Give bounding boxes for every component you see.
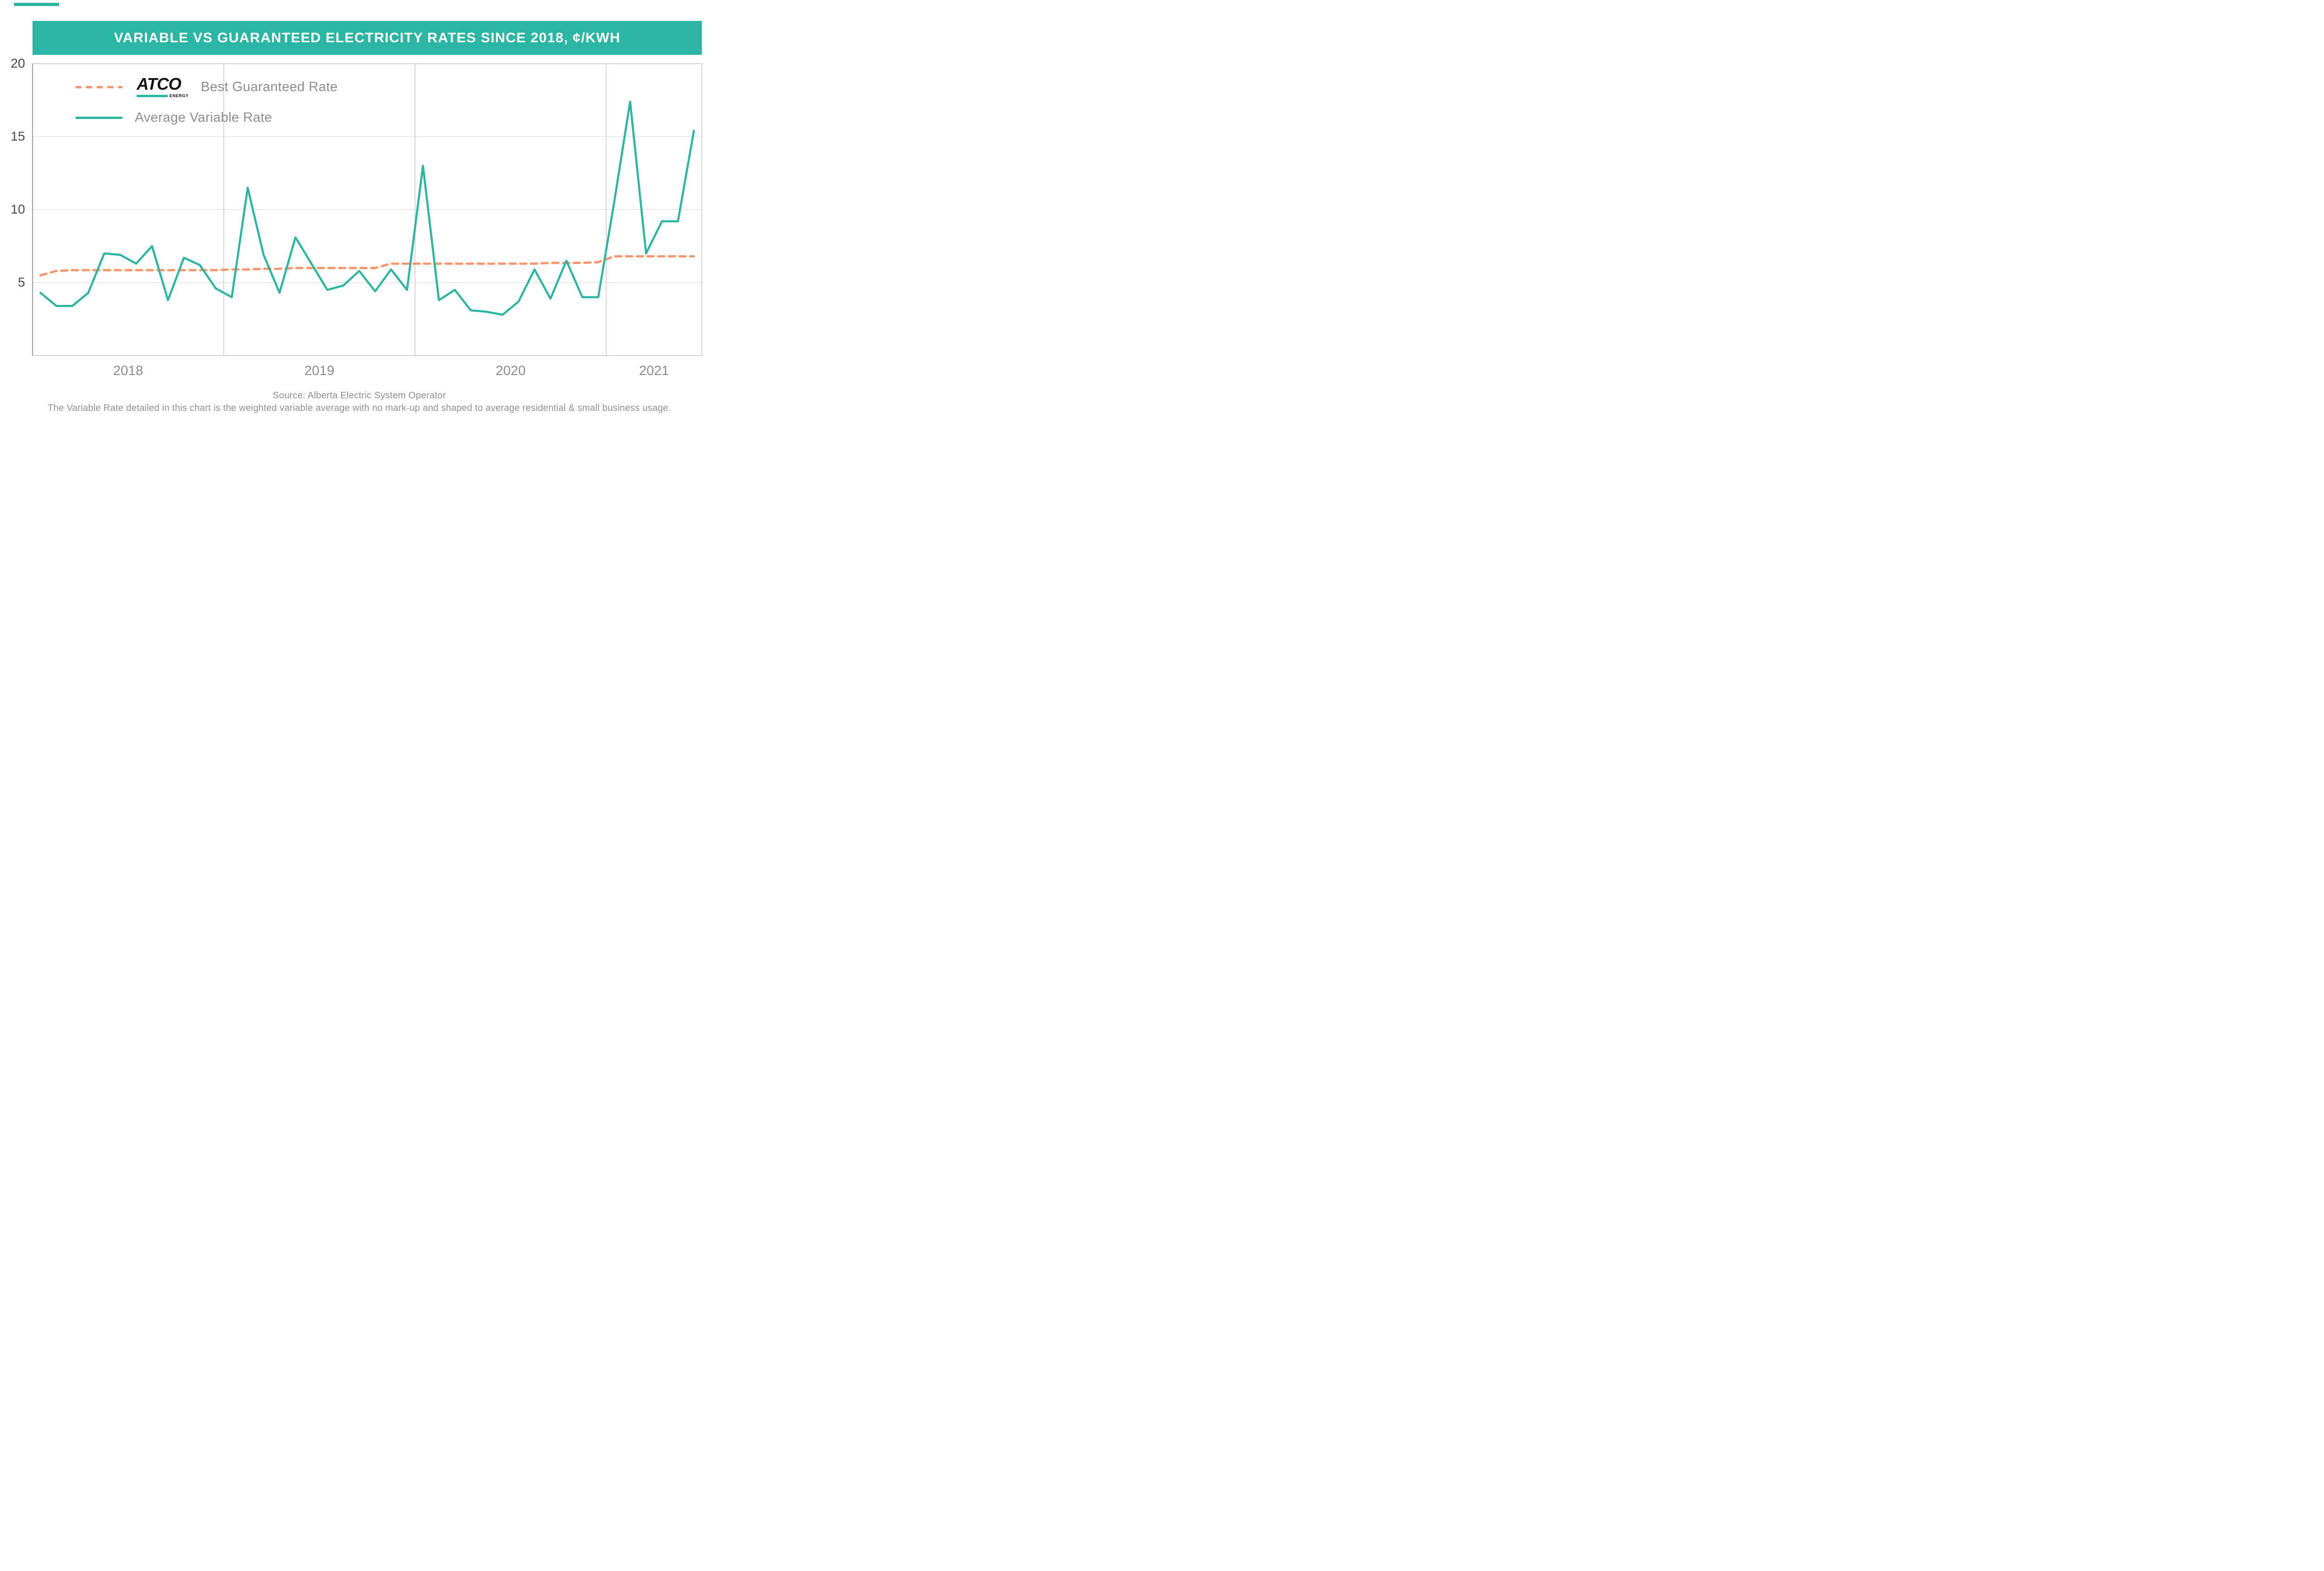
atco-logo-underline: ENERGY	[137, 93, 189, 98]
x-tick-label-2018: 2018	[113, 363, 143, 378]
chart-legend: ATCO ENERGY Best Guaranteed Rate Average…	[75, 73, 338, 131]
legend-variable-row: Average Variable Rate	[75, 104, 338, 131]
atco-logo-bar	[137, 94, 168, 97]
y-tick-label-5: 5	[18, 275, 25, 289]
legend-guaranteed-row: ATCO ENERGY Best Guaranteed Rate	[75, 73, 338, 100]
y-tick-label-10: 10	[11, 202, 25, 216]
source-text: Source: Alberta Electric System Operator	[272, 390, 446, 401]
chart-title-banner: VARIABLE VS GUARANTEED ELECTRICITY RATES…	[33, 21, 702, 55]
line-chart: 5 10 15 20 2018 2019 2020 2021	[11, 56, 702, 378]
average-variable-rate-line	[39, 100, 695, 316]
x-tick-label-2020: 2020	[495, 363, 526, 378]
chart-title: VARIABLE VS GUARANTEED ELECTRICITY RATES…	[114, 30, 621, 46]
atco-logo-energy-text: ENERGY	[169, 93, 189, 98]
x-tick-label-2019: 2019	[304, 363, 335, 378]
top-accent-bar	[14, 3, 59, 6]
y-tick-label-15: 15	[11, 129, 25, 143]
atco-logo-text: ATCO	[137, 74, 181, 93]
y-tick-label-20: 20	[11, 56, 25, 70]
x-tick-label-2021: 2021	[639, 363, 669, 378]
variable-solid-line-sample-icon	[75, 116, 123, 119]
footer: Source: Alberta Electric System Operator…	[0, 389, 719, 415]
page: VARIABLE VS GUARANTEED ELECTRICITY RATES…	[0, 0, 719, 416]
guaranteed-dashed-line-sample-icon	[75, 86, 123, 88]
atco-energy-logo: ATCO ENERGY	[137, 76, 189, 98]
legend-label-guaranteed: Best Guaranteed Rate	[201, 79, 338, 94]
legend-label-variable: Average Variable Rate	[135, 110, 272, 125]
note-text: The Variable Rate detailed in this chart…	[47, 403, 671, 413]
best-guaranteed-rate-line	[39, 255, 695, 277]
